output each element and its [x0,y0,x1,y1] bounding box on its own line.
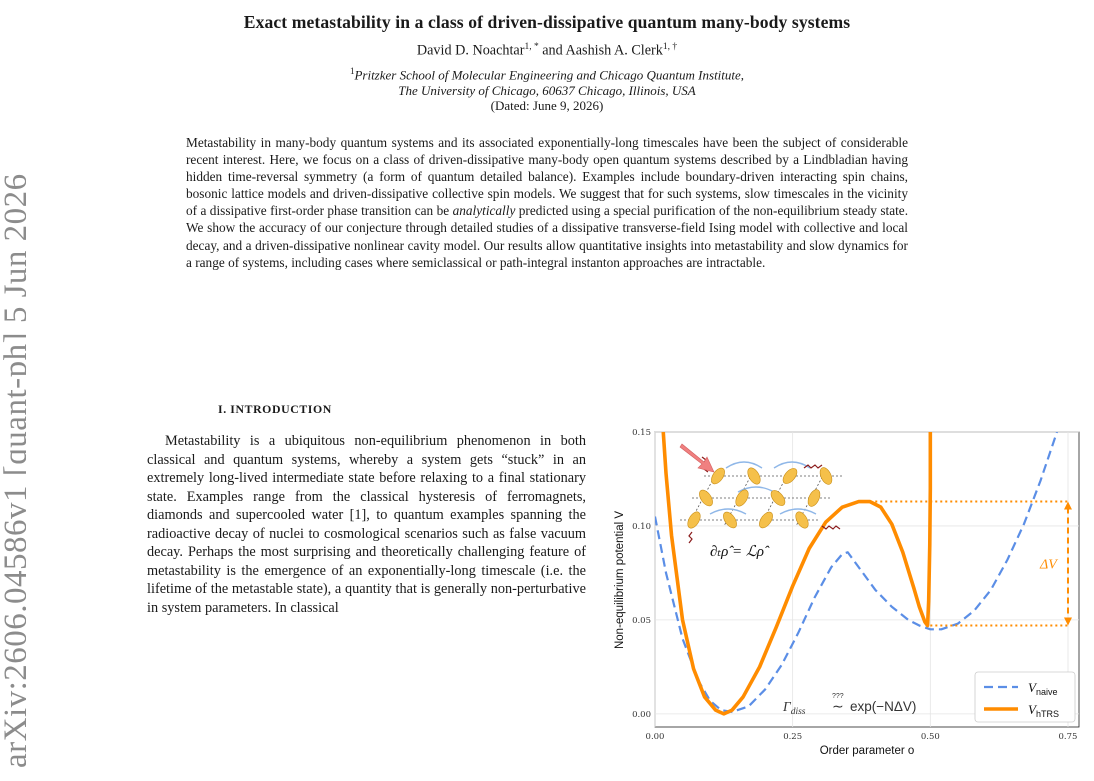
author-marks: 1, † [662,42,678,52]
author-name: Aashish A. Clerk [565,42,663,59]
inset-equation: ∂ₜρ̂ = ℒρ̂ [710,544,770,560]
affiliation: 1Pritzker School of Molecular Engineerin… [0,64,1094,114]
author-marks: 1, * [524,42,539,52]
svg-text:Γdiss: Γdiss [782,699,806,717]
delta-v-arrow-down [1063,617,1072,626]
x-tick-label: 0.25 [783,732,802,742]
potential-chart: 0.00 0.25 0.50 0.75 0.00 0.05 0.10 0.15 ΔV [614,428,1080,757]
rate-formula: Γdiss ??? ∼ exp(−NΔV) [782,693,916,717]
chart-legend: Vnaive VhTRS [974,671,1076,723]
drive-arrow-icon [679,443,715,473]
y-tick-label: 0.05 [632,616,651,626]
arxiv-stamp-text: arXiv:2606.04586v1 [quant-ph] 5 Jun 2026 [0,173,26,768]
x-tick-label: 0.75 [1059,732,1078,742]
delta-v-arrow-up [1063,501,1072,510]
author-conjunction: and [542,42,563,59]
arxiv-stamp: arXiv:2606.04586v1 [quant-ph] 5 Jun 2026 [0,168,26,768]
x-tick-label: 0.00 [646,732,665,742]
lattice-inset: ∂ₜρ̂ = ℒρ̂ [679,443,844,560]
legend-label-naive: Vnaive [1028,680,1057,697]
series-line-htrs [661,432,933,716]
formula-gamma: Γ [782,699,792,714]
legend-box [974,671,1076,723]
author-line: David D. Noachtar1, * and Aashish A. Cle… [0,42,1094,60]
formula-subscript: diss [791,707,806,717]
formula-tilde: ∼ [832,698,844,714]
spin-icons [687,467,833,529]
intro-paragraph: Metastability is a ubiquitous non-equili… [147,433,586,616]
section-heading: I. INTRODUCTION [218,402,332,416]
x-axis-label: Order parameter o [820,745,915,757]
y-tick-label: 0.00 [632,710,651,720]
affiliation-line: Pritzker School of Molecular Engineering… [354,67,745,83]
x-tick-label: 0.50 [921,732,940,742]
y-axis-label: Non-equilibrium potential V [614,511,626,649]
legend-label-htrs: VhTRS [1028,702,1059,719]
author-name: David D. Noachtar [416,42,525,59]
y-tick-label: 0.10 [632,522,651,532]
affiliation-line: The University of Chicago, 60637 Chicago… [398,82,696,98]
abstract-text: predicted using a special purification o… [186,203,909,270]
potential-figure: 0.00 0.25 0.50 0.75 0.00 0.05 0.10 0.15 ΔV [608,428,1094,758]
paper-title: Exact metastability in a class of driven… [243,12,851,32]
axis-ticks: 0.00 0.25 0.50 0.75 0.00 0.05 0.10 0.15 [632,428,1077,742]
abstract-emphasis: analytically [452,203,516,219]
intro-column: Metastability is a ubiquitous non-equili… [147,432,586,617]
affiliation-mark: 1 [349,66,355,76]
y-tick-label: 0.15 [632,428,651,438]
delta-v-label: ΔV [1039,558,1058,573]
date-line: (Dated: June 9, 2026) [490,98,604,114]
formula-exp: exp(−NΔV) [850,699,916,714]
lattice-exchange-arrows [709,461,817,515]
abstract-text: Metastability in many-body quantum syste… [186,135,908,219]
formula-marks: ??? [832,693,844,700]
series-line-naive [655,432,1059,714]
abstract: Metastability in many-body quantum syste… [186,134,908,271]
